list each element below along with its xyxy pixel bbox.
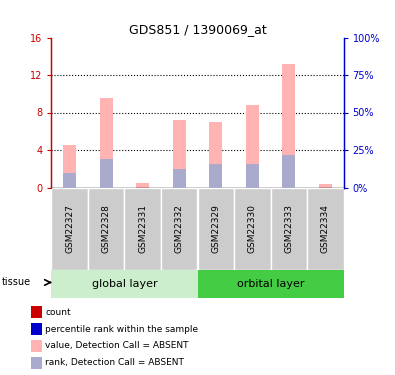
Text: percentile rank within the sample: percentile rank within the sample xyxy=(45,324,198,334)
Bar xyxy=(271,188,307,270)
Text: GSM22331: GSM22331 xyxy=(138,204,147,253)
Bar xyxy=(307,188,344,270)
Bar xyxy=(51,188,88,270)
Bar xyxy=(31,357,41,369)
Bar xyxy=(63,173,76,188)
Text: global layer: global layer xyxy=(92,279,157,289)
Bar xyxy=(100,99,113,188)
Bar xyxy=(282,154,295,188)
Text: GSM22333: GSM22333 xyxy=(284,204,293,253)
Bar xyxy=(88,188,124,270)
Bar xyxy=(198,270,344,298)
Bar xyxy=(100,159,113,188)
Bar xyxy=(198,188,234,270)
Bar xyxy=(319,184,332,188)
Bar xyxy=(234,188,271,270)
Text: GSM22327: GSM22327 xyxy=(65,204,74,253)
Bar xyxy=(173,169,186,188)
Bar xyxy=(246,105,259,188)
Bar xyxy=(173,120,186,188)
Bar xyxy=(31,306,41,318)
Bar xyxy=(161,188,198,270)
Title: GDS851 / 1390069_at: GDS851 / 1390069_at xyxy=(129,23,266,36)
Bar xyxy=(63,146,76,188)
Bar xyxy=(136,183,149,188)
Text: GSM22330: GSM22330 xyxy=(248,204,257,253)
Bar xyxy=(124,188,161,270)
Bar xyxy=(282,64,295,188)
Text: rank, Detection Call = ABSENT: rank, Detection Call = ABSENT xyxy=(45,358,184,368)
Text: GSM22329: GSM22329 xyxy=(211,204,220,253)
Bar xyxy=(209,164,222,188)
Text: orbital layer: orbital layer xyxy=(237,279,304,289)
Text: GSM22334: GSM22334 xyxy=(321,204,330,253)
Text: count: count xyxy=(45,308,71,316)
Text: GSM22332: GSM22332 xyxy=(175,204,184,253)
Text: tissue: tissue xyxy=(2,278,31,288)
Bar xyxy=(51,270,198,298)
Text: GSM22328: GSM22328 xyxy=(102,204,111,253)
Text: value, Detection Call = ABSENT: value, Detection Call = ABSENT xyxy=(45,341,189,350)
Bar xyxy=(246,164,259,188)
Bar xyxy=(209,122,222,188)
Bar xyxy=(31,340,41,352)
Bar xyxy=(31,323,41,335)
